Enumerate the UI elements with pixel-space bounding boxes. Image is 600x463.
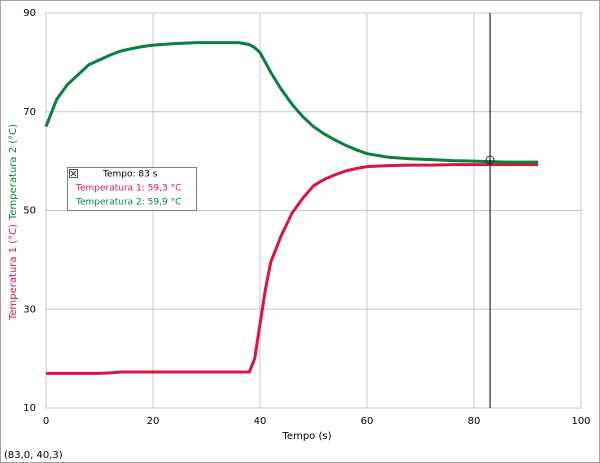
status-text: (83,0, 40,3) xyxy=(4,450,63,461)
tooltip-box xyxy=(67,167,197,211)
x-tick-label: 40 xyxy=(254,416,267,427)
y-axis-title: Temperatura 1 (°C) xyxy=(8,224,19,321)
x-tick-label: 60 xyxy=(361,416,374,427)
x-tick-label: 100 xyxy=(571,416,590,427)
y-axis-title: Temperatura 2 (°C) xyxy=(8,124,19,221)
x-axis-title: Tempo (s) xyxy=(282,431,332,442)
y-tick-label: 70 xyxy=(23,107,36,118)
close-icon xyxy=(70,170,77,177)
x-tick-label: 80 xyxy=(468,416,481,427)
y-tick-label: 90 xyxy=(23,8,36,19)
tooltip-line: Tempo: 83 s xyxy=(102,170,158,180)
x-tick-label: 0 xyxy=(43,416,49,427)
series-line xyxy=(44,41,539,164)
y-tick-label: 50 xyxy=(23,206,36,217)
y-tick-label: 30 xyxy=(23,304,36,315)
y-tick-label: 10 xyxy=(23,403,36,414)
cursor-tooltip: Tempo: 83 s Temperatura 1: 59,3 °C Tempera… xyxy=(67,167,197,211)
tooltip-line: Temperatura 2: 59,9 °C xyxy=(75,198,181,208)
x-tick-label: 20 xyxy=(147,416,160,427)
tooltip-line: Temperatura 1: 59,3 °C xyxy=(75,184,181,194)
cursor-marker xyxy=(485,155,495,165)
series-line xyxy=(46,163,539,375)
